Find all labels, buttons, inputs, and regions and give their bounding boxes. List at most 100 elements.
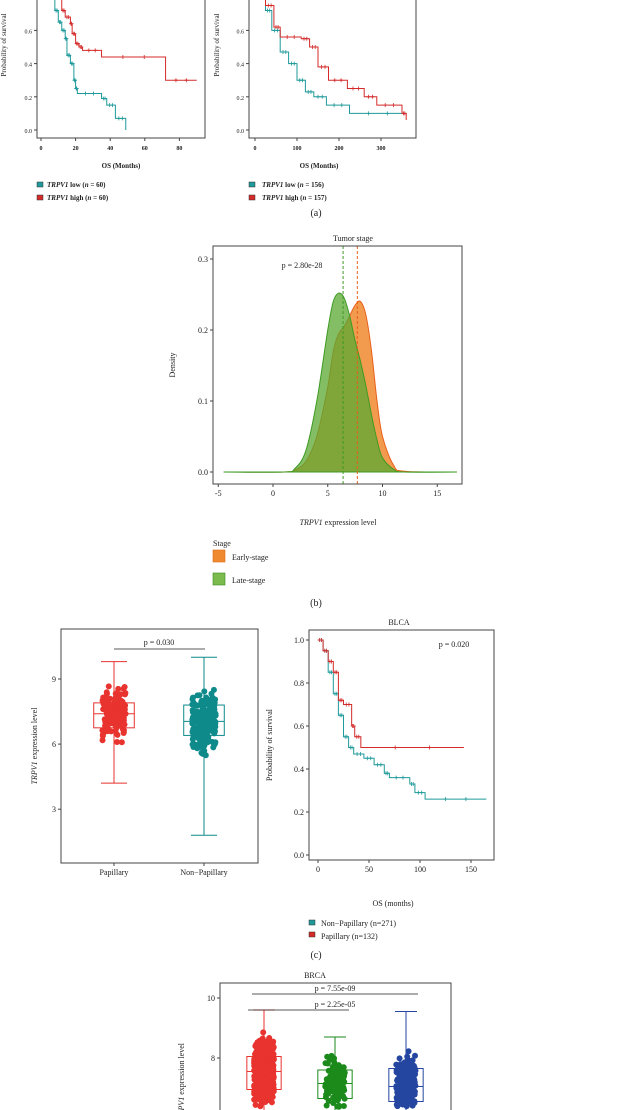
y-tick-label: 0.3	[198, 255, 208, 264]
y-tick-label: 10	[207, 994, 215, 1003]
km-high-censor-mark	[75, 41, 80, 46]
x-tick-label: 40	[107, 146, 113, 152]
x-tick-label: 20	[73, 146, 79, 152]
km-high-curve	[61, 0, 197, 81]
box-group1-point	[270, 1038, 277, 1045]
svg-text:TRPV1 high (n = 157): TRPV1 high (n = 157)	[262, 194, 327, 202]
km-high-censor-mark	[276, 25, 281, 30]
xlabel: OS (months)	[372, 899, 413, 908]
box-papillary-point	[103, 689, 110, 696]
y-tick-label: 0.2	[25, 96, 33, 102]
svg-text:Stage: Stage	[213, 539, 231, 548]
box-papillary-point	[105, 683, 112, 690]
box-group1-point	[262, 1099, 269, 1106]
km-non-papillary-censor-mark	[443, 797, 448, 802]
box-group3-point	[408, 1078, 415, 1085]
km-low-censor-mark	[70, 61, 75, 66]
box-non-papillary-point	[209, 695, 216, 702]
y-tick-label: 6	[52, 740, 56, 749]
box-non-papillary-point	[191, 724, 198, 731]
km-non-papillary-censor-mark	[368, 756, 373, 761]
box-group2-point	[339, 1083, 346, 1090]
km-non-papillary-censor-mark	[411, 782, 416, 787]
km-high-censor-mark	[383, 103, 388, 108]
box-non-papillary-point	[194, 692, 201, 699]
svg-text:Early-stage: Early-stage	[232, 553, 269, 562]
legend-b: Stage Early-stage Late-stage	[212, 539, 269, 586]
box-group1-point	[263, 1067, 270, 1074]
km-high-censor-mark	[313, 45, 318, 49]
box-non-papillary-point	[211, 709, 218, 716]
panel-label-c: (c)	[310, 950, 321, 961]
km-high-censor-mark	[332, 78, 337, 83]
box-non-papillary-point	[210, 686, 217, 693]
km-low-censor-mark	[366, 111, 371, 116]
km-low-censor-mark	[74, 86, 79, 91]
x-tick-label: Non−Papillary	[180, 868, 227, 877]
km-non-papillary-censor-mark	[463, 797, 468, 802]
box-group3-point	[394, 1099, 401, 1106]
y-tick-label: 0.4	[294, 765, 304, 774]
km-low-censor-mark	[385, 111, 390, 116]
km-non-papillary-censor-mark	[378, 762, 383, 767]
box-group1-point	[252, 1101, 259, 1108]
box-papillary-point	[106, 716, 113, 723]
box-group3-point	[411, 1052, 418, 1059]
km-low-censor-mark	[62, 28, 67, 33]
svg-text:TRPV1 low (n = 60): TRPV1 low (n = 60)	[47, 181, 106, 189]
box-group1-point	[258, 1058, 265, 1065]
km-low-censor-mark	[58, 20, 63, 25]
box-group3-point	[404, 1053, 411, 1060]
x-tick-label: 150	[465, 865, 477, 874]
km-high-censor-mark	[142, 54, 147, 59]
legend-swatch-late	[212, 572, 226, 586]
box-non-papillary-point	[189, 701, 196, 708]
legend-c-right: Non−Papillary (n=271) Papillary (n=132)	[308, 919, 396, 941]
y-tick-label: 0.6	[294, 722, 304, 731]
box-group2-point	[334, 1066, 341, 1073]
boxplot-c-left: 3 6 9 Papillary Non−Papillary p = 0.030 TRPV…	[30, 628, 259, 877]
panel-label-a: (a)	[310, 208, 321, 219]
y-tick-label: 0.0	[198, 468, 208, 477]
y-tick-label: 0.4	[237, 63, 245, 69]
y-tick-label: 1.0	[294, 636, 304, 645]
x-tick-label: 15	[433, 489, 441, 498]
box-non-papillary-point	[199, 731, 206, 738]
km-high-censor-mark	[62, 8, 67, 13]
km-low-censor-mark	[83, 91, 88, 96]
svg-text:Non−Papillary (n=271): Non−Papillary (n=271)	[321, 919, 396, 928]
x-tick-label: 50	[365, 865, 373, 874]
p-value: p = 0.020	[439, 640, 470, 649]
km-high-censor-mark	[304, 36, 309, 41]
ylabel: Probability of survival	[265, 708, 274, 781]
km-papillary-censor-mark	[329, 659, 334, 664]
box-group2-point	[326, 1056, 333, 1063]
km-non-papillary-censor-mark	[365, 756, 370, 761]
box-non-papillary-point	[199, 742, 206, 749]
density-late-stage	[223, 292, 457, 473]
km-high-curve	[265, 0, 407, 121]
km-high-censor-mark	[93, 48, 98, 53]
box-non-papillary-point	[189, 720, 196, 727]
box-non-papillary-point	[211, 730, 218, 737]
km-non-papillary-censor-mark	[419, 790, 424, 795]
x-tick-label: 80	[176, 146, 182, 152]
y-tick-label: 0.0	[294, 851, 304, 860]
box-non-papillary-point	[192, 731, 199, 738]
y-tick-label: 0.0	[25, 129, 33, 135]
km-papillary-censor-mark	[427, 745, 432, 750]
km-low-censor-mark	[73, 78, 78, 83]
box-group1-point	[253, 1041, 260, 1048]
y-tick-label: 3	[52, 805, 56, 814]
km-high-censor-mark	[356, 86, 361, 91]
box-group1-point	[253, 1075, 260, 1082]
km-papillary-censor-mark	[319, 638, 324, 642]
chart-title: Tumor stage	[333, 234, 373, 243]
box-non-papillary-point	[199, 706, 206, 713]
km-high-censor-mark	[120, 54, 125, 59]
box-non-papillary-point	[198, 749, 205, 756]
box-group3-point	[401, 1065, 408, 1072]
box-non-papillary-point	[203, 720, 210, 727]
box-non-papillary-point	[205, 734, 212, 741]
box-group3-point	[406, 1061, 413, 1068]
